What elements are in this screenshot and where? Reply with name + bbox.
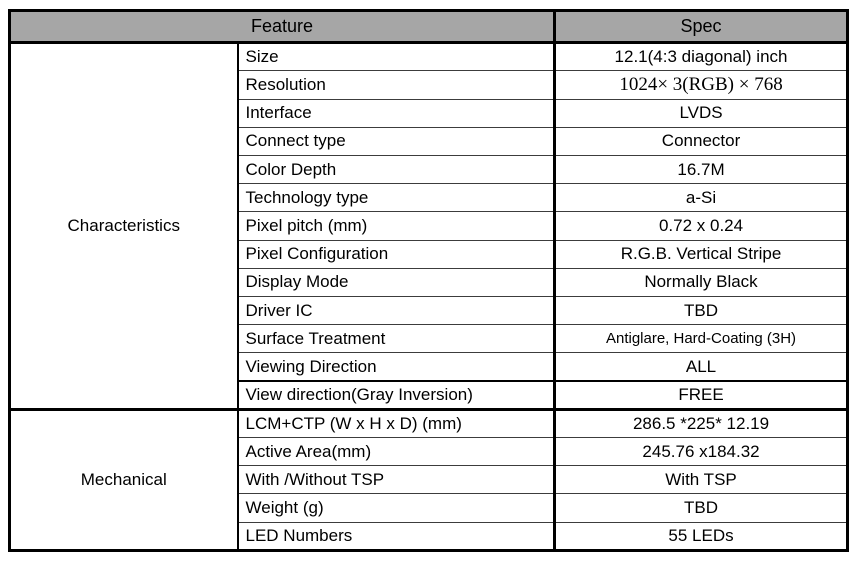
feature-label: LED Numbers — [236, 521, 555, 551]
table-row: Color Depth 16.7M — [10, 155, 848, 184]
spec-value: Antiglare, Hard-Coating (3H) — [553, 324, 848, 353]
feature-label: Active Area(mm) — [236, 437, 555, 466]
spec-value: a-Si — [553, 183, 848, 212]
table-row: Display Mode Normally Black — [10, 267, 848, 297]
table-row: Connect type Connector — [10, 126, 848, 156]
table-row: LED Numbers 55 LEDs — [10, 521, 848, 551]
table-row: Pixel pitch (mm) 0.72 x 0.24 — [10, 211, 848, 241]
feature-label: View direction(Gray Inversion) — [236, 380, 555, 410]
table-row: Weight (g) TBD — [10, 493, 848, 523]
spec-value: LVDS — [553, 98, 848, 128]
spec-value: 0.72 x 0.24 — [553, 211, 848, 241]
feature-label: LCM+CTP (W x H x D) (mm) — [236, 407, 555, 438]
table-row: Pixel Configuration R.G.B. Vertical Stri… — [10, 239, 848, 269]
spec-value: 16.7M — [553, 155, 848, 184]
table-row: Active Area(mm) 245.76 x184.32 — [10, 437, 848, 466]
spec-value: With TSP — [553, 465, 848, 494]
spec-value: 55 LEDs — [553, 521, 848, 551]
spec-value: FREE — [553, 380, 848, 410]
spec-value: 286.5 *225* 12.19 — [553, 407, 848, 438]
table-row: Mechanical LCM+CTP (W x H x D) (mm) 286.… — [9, 407, 848, 551]
feature-label: Surface Treatment — [236, 324, 555, 353]
table-header-row: Feature Spec — [9, 10, 848, 45]
table-row: Surface Treatment Antiglare, Hard-Coatin… — [10, 324, 848, 353]
header-spec: Spec — [553, 10, 848, 45]
table-row: Technology type a-Si — [10, 183, 848, 212]
feature-label: Resolution — [236, 70, 555, 100]
spec-value: Normally Black — [553, 267, 848, 297]
spec-value: 245.76 x184.32 — [553, 437, 848, 466]
feature-label: Weight (g) — [236, 493, 555, 523]
feature-label: Display Mode — [236, 267, 555, 297]
feature-label: Connect type — [236, 126, 555, 156]
feature-label: Color Depth — [236, 155, 555, 184]
table-row: Characteristics Size 12.1(4:3 diagonal) … — [9, 42, 848, 410]
feature-label: Interface — [236, 98, 555, 128]
table-row: Viewing Direction ALL — [10, 352, 848, 382]
table-row: Driver IC TBD — [10, 296, 848, 325]
table-row: Interface LVDS — [10, 98, 848, 128]
header-feature: Feature — [9, 10, 555, 45]
feature-label: With /Without TSP — [236, 465, 555, 494]
category-cell-mechanical: Mechanical — [9, 407, 238, 551]
spec-value: R.G.B. Vertical Stripe — [553, 239, 848, 269]
spec-value: TBD — [553, 296, 848, 325]
table-row: With /Without TSP With TSP — [10, 465, 848, 494]
category-cell-characteristics: Characteristics — [9, 42, 238, 410]
spec-value: Connector — [553, 126, 848, 156]
table-row: View direction(Gray Inversion) FREE — [10, 380, 848, 410]
spec-value: 1024× 3(RGB) × 768 — [553, 70, 848, 100]
feature-label: Technology type — [236, 183, 555, 212]
feature-label: Size — [236, 42, 555, 71]
feature-label: Pixel pitch (mm) — [236, 211, 555, 241]
spec-table: Feature Spec Characteristics Size 12.1(4… — [8, 9, 850, 552]
feature-label: Pixel Configuration — [236, 239, 555, 269]
spec-value: 12.1(4:3 diagonal) inch — [553, 42, 848, 71]
spec-value: TBD — [553, 493, 848, 523]
feature-label: Driver IC — [236, 296, 555, 325]
spec-value: ALL — [553, 352, 848, 382]
feature-label: Viewing Direction — [236, 352, 555, 382]
table-row: Resolution 1024× 3(RGB) × 768 — [10, 70, 848, 100]
